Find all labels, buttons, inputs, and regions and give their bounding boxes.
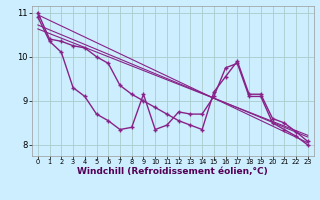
- X-axis label: Windchill (Refroidissement éolien,°C): Windchill (Refroidissement éolien,°C): [77, 167, 268, 176]
